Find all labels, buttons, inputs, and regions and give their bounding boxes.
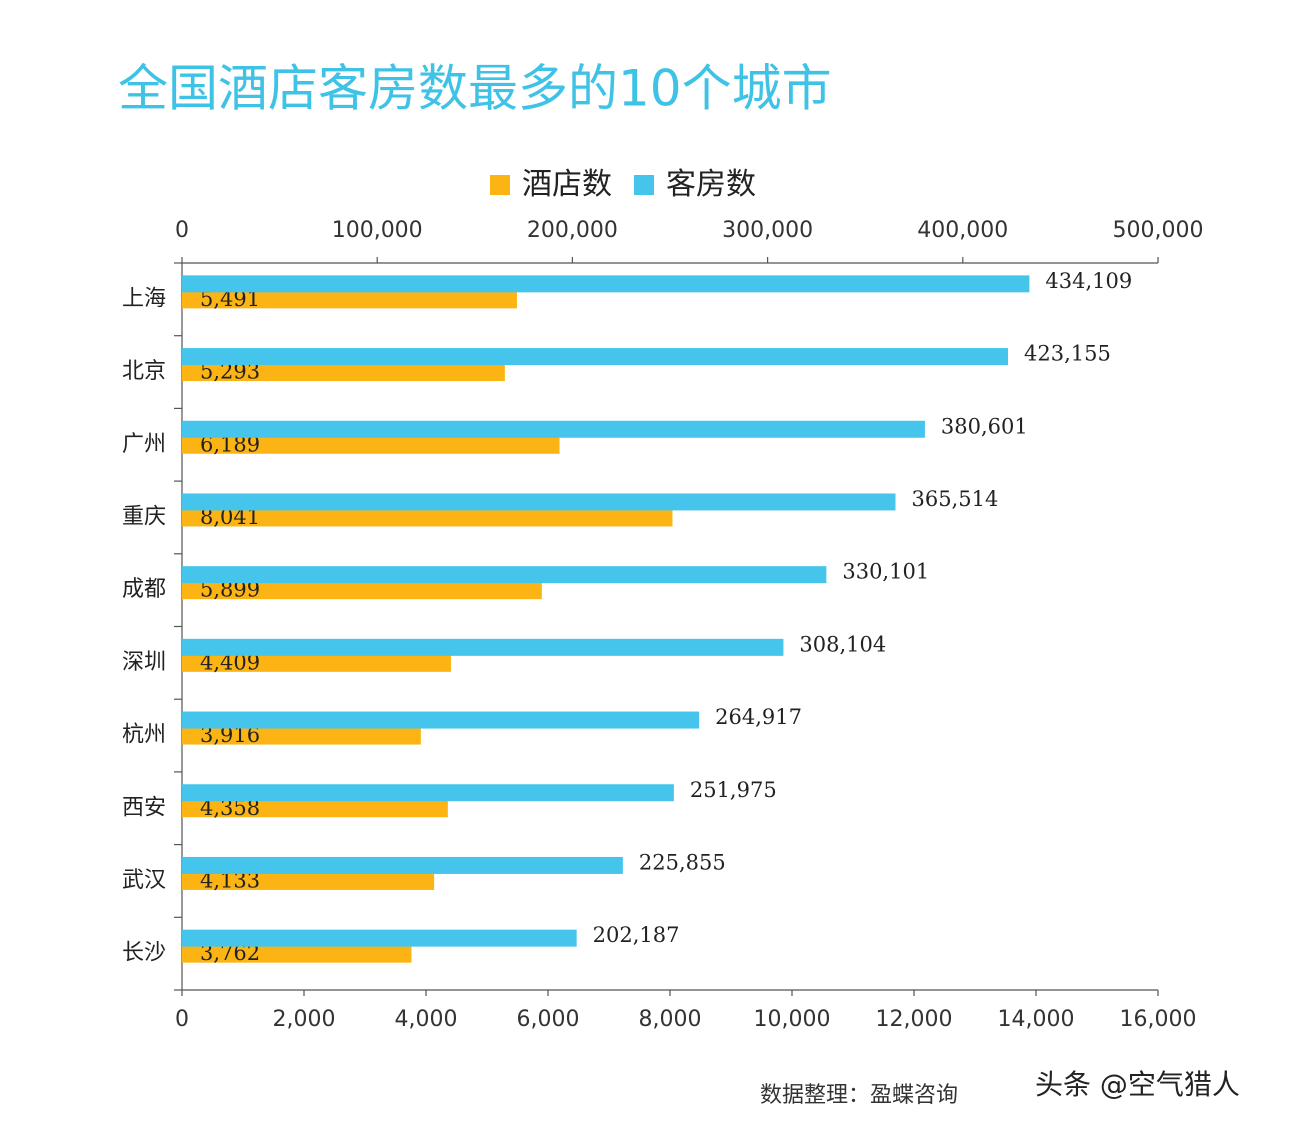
x2-tick-label: 200,000 <box>527 218 618 243</box>
chart-title: 全国酒店客房数最多的10个城市 <box>118 60 832 118</box>
bar <box>182 420 925 438</box>
legend-label: 酒店数 <box>522 167 612 202</box>
value-label: 251,975 <box>690 778 777 802</box>
legend-label: 客房数 <box>666 167 756 202</box>
bar <box>182 872 435 890</box>
x-tick-label: 0 <box>175 1007 189 1032</box>
bar <box>182 364 505 382</box>
x2-tick-label: 100,000 <box>332 218 423 243</box>
bar <box>182 566 827 584</box>
x2-tick-label: 500,000 <box>1113 218 1204 243</box>
x-tick-label: 14,000 <box>998 1007 1075 1032</box>
category-label: 广州 <box>122 432 166 457</box>
category-label: 长沙 <box>122 941 166 966</box>
bar <box>182 800 448 818</box>
legend-swatch <box>490 175 510 195</box>
category-label: 成都 <box>122 577 166 602</box>
category-label: 重庆 <box>122 504 166 529</box>
x-tick-label: 16,000 <box>1120 1007 1197 1032</box>
value-label: 264,917 <box>715 705 802 729</box>
x2-tick-label: 300,000 <box>722 218 813 243</box>
legend-swatch <box>634 175 654 195</box>
bar <box>182 711 700 729</box>
category-label: 深圳 <box>122 650 166 675</box>
category-label: 北京 <box>122 359 166 384</box>
value-label: 308,104 <box>799 632 886 656</box>
bar <box>182 929 577 947</box>
category-label: 上海 <box>122 286 166 311</box>
bar <box>182 727 421 745</box>
x2-tick-label: 400,000 <box>917 218 1008 243</box>
x2-tick-label: 0 <box>175 218 189 243</box>
x-tick-label: 12,000 <box>876 1007 953 1032</box>
bar <box>182 856 623 874</box>
value-label: 225,855 <box>639 850 726 874</box>
bar <box>182 348 1008 366</box>
value-label: 423,155 <box>1024 342 1111 366</box>
x-tick-label: 4,000 <box>395 1007 458 1032</box>
bar <box>182 436 560 454</box>
value-label: 380,601 <box>941 414 1028 438</box>
bar <box>182 275 1030 293</box>
bar <box>182 582 542 600</box>
bar <box>182 493 896 511</box>
value-label: 434,109 <box>1045 269 1132 293</box>
category-label: 杭州 <box>122 723 166 748</box>
bar <box>182 654 451 672</box>
bar <box>182 945 412 963</box>
value-label: 202,187 <box>593 923 680 947</box>
x-tick-label: 8,000 <box>639 1007 702 1032</box>
bar <box>182 509 673 527</box>
category-label: 武汉 <box>122 868 166 893</box>
x-tick-label: 2,000 <box>273 1007 336 1032</box>
x-tick-label: 10,000 <box>754 1007 831 1032</box>
bar <box>182 291 517 309</box>
category-label: 西安 <box>122 795 166 820</box>
value-label: 365,514 <box>911 487 998 511</box>
bar <box>182 638 784 656</box>
bar <box>182 784 674 802</box>
value-label: 330,101 <box>842 560 929 584</box>
x-tick-label: 6,000 <box>517 1007 580 1032</box>
source-note: 数据整理：盈蝶咨询 <box>760 1083 958 1108</box>
watermark: 头条 @空气猎人 <box>1035 1068 1240 1101</box>
